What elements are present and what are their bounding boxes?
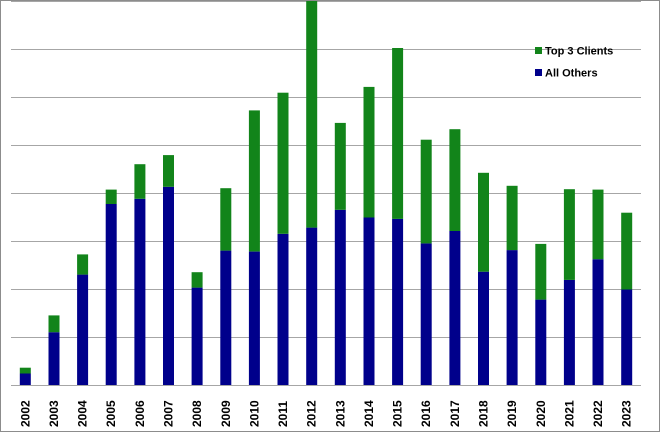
bar-all-others-2022 [592,259,604,385]
bar-all-others-2006 [134,198,146,385]
x-tick-label: 2007 [162,400,176,427]
legend-swatch-all-others [535,69,542,76]
bar-top-3-clients-2006 [134,164,146,199]
bar-top-3-clients-2017 [449,129,461,231]
bar-all-others-2017 [449,230,461,385]
x-tick-label: 2022 [591,400,605,427]
bar-top-3-clients-2022 [592,189,604,260]
x-tick-labels: 2002 2003 2004 2005 2006 2007 2008 2009 2010 2011… [18,400,633,427]
bar-top-3-clients-2014 [363,86,375,218]
bar-top-3-clients-2015 [392,48,404,219]
x-tick-label: 2012 [305,400,319,427]
gridlines [11,1,641,386]
x-tick-label: 2016 [419,400,433,427]
x-tick-label: 2004 [76,400,90,427]
x-tick-label: 2003 [47,400,61,427]
bar-top-3-clients-2005 [105,189,117,204]
bar-top-3-clients-2012 [306,1,318,228]
bar-all-others-2014 [363,217,375,385]
bar-top-3-clients-2021 [563,189,575,280]
x-tick-label: 2011 [276,401,290,427]
bar-all-others-2009 [220,250,232,385]
x-tick-label: 2014 [362,400,376,427]
bar-all-others-2021 [563,279,575,385]
bar-all-others-2019 [506,250,518,385]
bar-top-3-clients-2007 [163,155,174,187]
x-tick-label: 2008 [190,400,204,427]
bar-top-3-clients-2008 [191,272,203,288]
bar-top-3-clients-2018 [478,172,489,272]
bar-all-others-2016 [420,243,432,385]
x-tick-label: 2020 [534,400,548,427]
bar-all-others-2015 [392,218,404,385]
bar-top-3-clients-2010 [248,110,260,252]
bar-top-3-clients-2011 [277,92,289,234]
legend: Top 3 Clients All Others [535,46,613,80]
x-tick-label: 2018 [477,400,491,427]
x-tick-label: 2005 [104,400,118,427]
bar-top-3-clients-2020 [535,243,547,300]
x-tick-label: 2009 [219,400,233,427]
bar-all-others-2003 [48,332,60,385]
legend-label-all-others: All Others [545,68,598,80]
bar-all-others-2005 [105,204,117,385]
bar-all-others-2011 [277,233,289,385]
bar-top-3-clients-2023 [621,212,633,290]
x-tick-label: 2015 [391,400,405,427]
bar-top-3-clients-2004 [77,254,89,275]
bar-all-others-2007 [163,186,174,385]
bar-top-3-clients-2013 [334,122,346,210]
bar-all-others-2018 [478,271,489,385]
x-tick-label: 2023 [620,400,634,427]
bar-top-3-clients-2019 [506,185,518,251]
x-tick-label: 2010 [247,400,261,427]
bar-all-others-2008 [191,287,203,385]
bar-all-others-2004 [77,274,89,385]
legend-swatch-top-3-clients [535,47,542,54]
bar-all-others-2013 [334,209,346,385]
x-tick-label: 2006 [133,400,147,427]
bar-all-others-2002 [19,373,31,385]
bar-all-others-2020 [535,299,547,385]
bar-top-3-clients-2016 [420,139,432,244]
x-tick-label: 2019 [505,400,519,427]
bar-top-3-clients-2009 [220,188,232,251]
bar-all-others-2023 [621,289,633,385]
bar-all-others-2012 [306,227,318,385]
x-tick-label: 2017 [448,400,462,427]
bars [19,1,633,385]
x-tick-label: 2013 [333,400,347,427]
x-tick-label: 2021 [562,400,576,427]
bar-top-3-clients-2003 [48,315,60,333]
legend-label-top-3-clients: Top 3 Clients [545,46,613,58]
x-tick-label: 2002 [18,400,32,427]
bar-top-3-clients-2002 [19,367,31,374]
bar-all-others-2010 [248,251,260,385]
